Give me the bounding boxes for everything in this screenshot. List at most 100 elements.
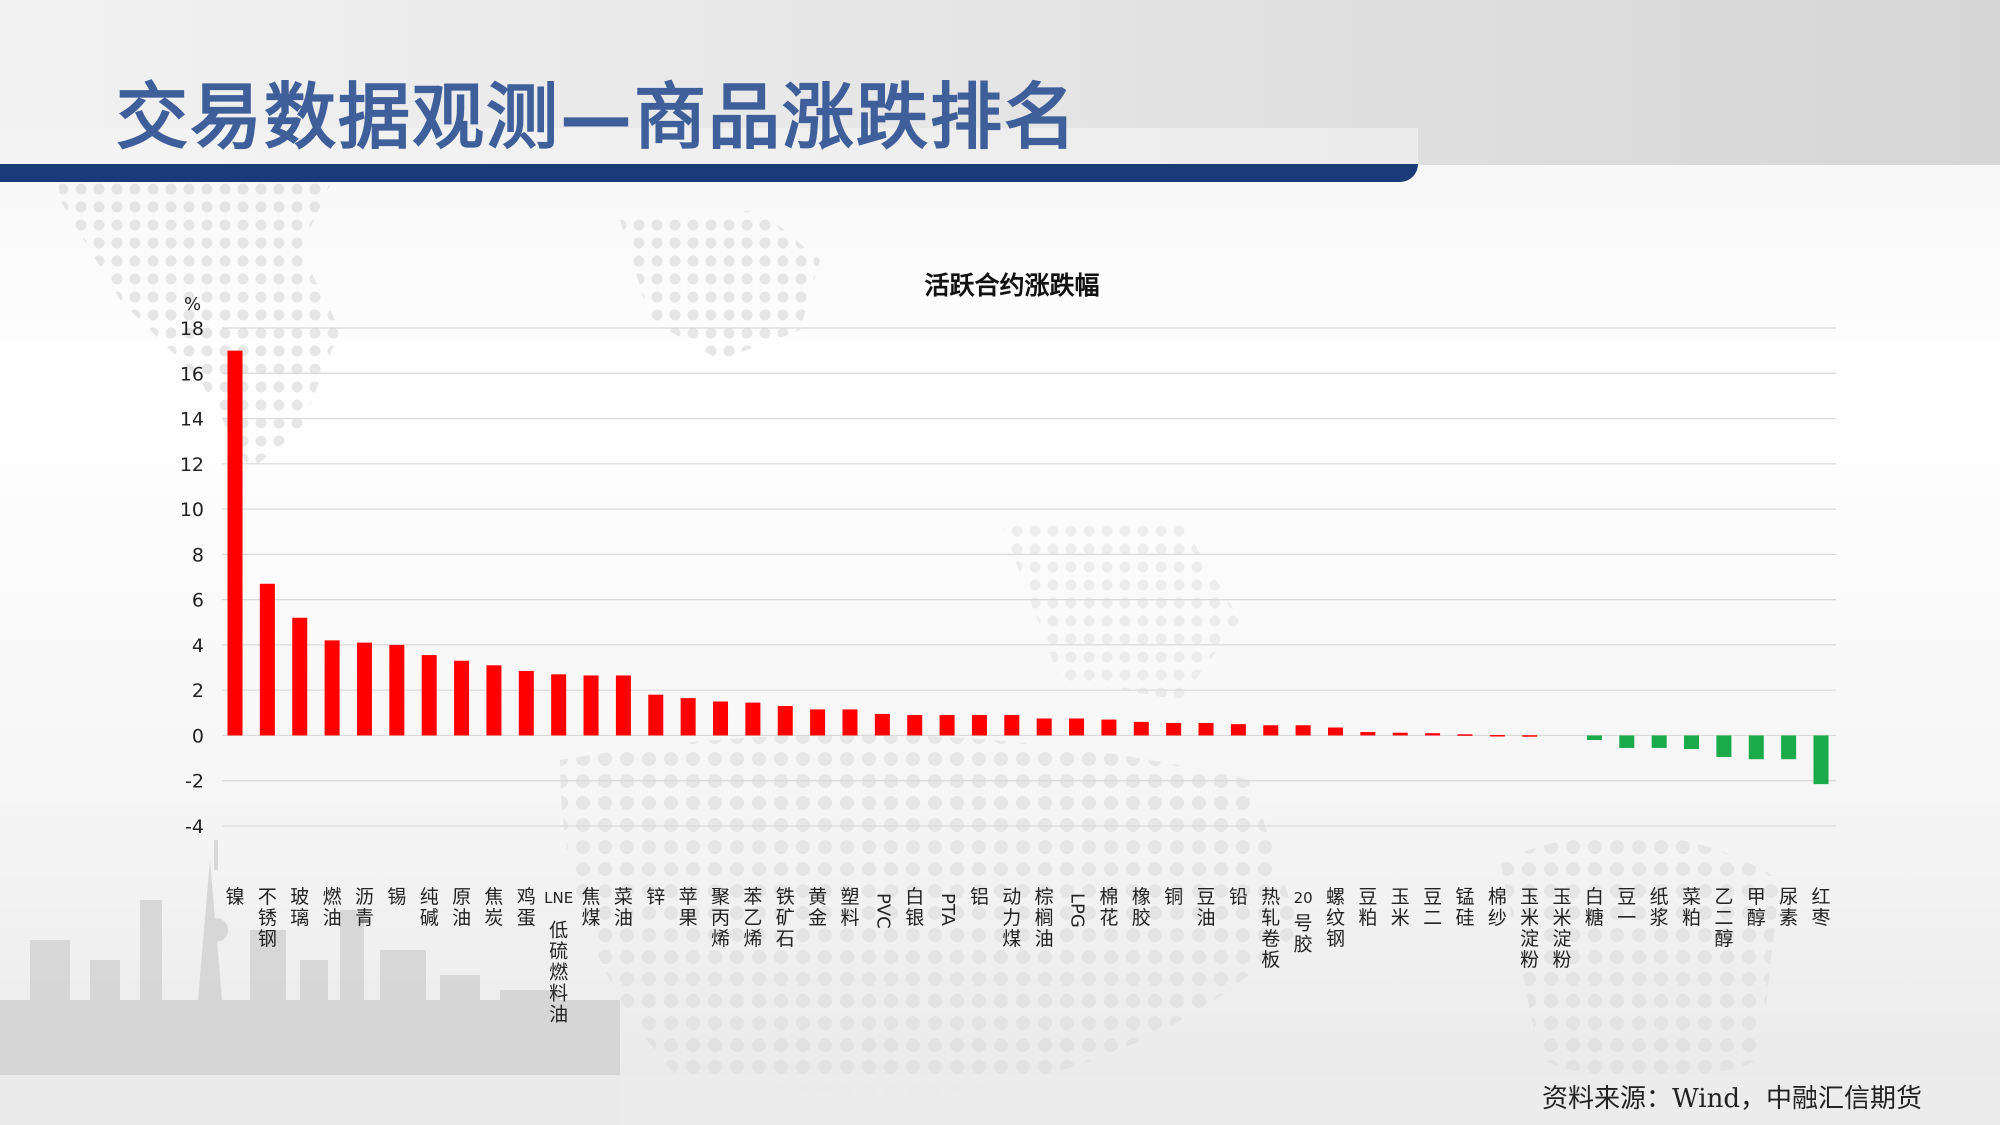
footer-band (0, 1075, 2000, 1125)
page-title: 交易数据观测—商品涨跌排名 (116, 75, 1079, 159)
x-tick-label: 豆粕 (1358, 886, 1377, 929)
bar-46 (1716, 735, 1732, 757)
bar-31 (1230, 724, 1246, 736)
svg-text:玉米: 玉米 (1391, 886, 1410, 929)
bar-23 (971, 715, 987, 736)
bar-42 (1586, 735, 1602, 740)
bar-5 (389, 644, 405, 736)
bar-44 (1651, 735, 1667, 748)
x-axis-labels: 镍不锈钢玻璃燃油沥青锡 纯碱原油焦炭鸡蛋 LNE 低硫燃料油焦煤菜油锌 苹果聚丙烯苯乙烯… (225, 886, 1830, 1025)
x-tick-label: 20 号胶 (1294, 889, 1313, 955)
bar-35 (1360, 732, 1376, 736)
bar-29 (1166, 723, 1182, 736)
x-tick-label: 苯乙烯 (743, 886, 762, 950)
x-tick-label: 黄金 (808, 886, 827, 929)
svg-text:棉花: 棉花 (1099, 886, 1118, 929)
x-tick-label: 棉纱 (1488, 886, 1507, 929)
svg-text:聚丙烯: 聚丙烯 (711, 886, 730, 950)
svg-text:铝: 铝 (970, 886, 989, 908)
svg-text:锌: 锌 (646, 886, 665, 908)
x-tick-label: LNE 低硫燃料油 (544, 889, 573, 1025)
bar-27 (1101, 719, 1117, 736)
bar-36 (1392, 732, 1408, 736)
bar-0 (227, 350, 243, 736)
svg-text:锡: 锡 (387, 886, 406, 908)
y-tick-label: 12 (180, 454, 204, 476)
bar-18 (810, 709, 826, 736)
bar-45 (1684, 735, 1700, 750)
x-tick-label: 铅 (1229, 886, 1248, 908)
bar-4 (356, 642, 372, 736)
svg-text:不锈钢: 不锈钢 (258, 886, 277, 950)
x-tick-label: PTA (937, 893, 958, 926)
y-tick-label: 6 (192, 590, 204, 612)
bar-34 (1327, 727, 1343, 736)
x-tick-label: 铝 (970, 886, 989, 908)
x-tick-label: 鸡蛋 (517, 886, 536, 929)
bar-39 (1489, 735, 1505, 737)
bar-13 (648, 694, 664, 736)
bar-30 (1198, 723, 1214, 736)
bar-9 (518, 670, 534, 736)
bar-43 (1619, 735, 1635, 748)
x-tick-label: 不锈钢 (258, 886, 277, 950)
x-tick-label: 玉米 (1391, 886, 1410, 929)
svg-text:尿素: 尿素 (1779, 886, 1798, 929)
x-tick-label: 豆一 (1617, 886, 1636, 929)
svg-text:豆二: 豆二 (1423, 886, 1442, 929)
bar-28 (1133, 721, 1149, 736)
svg-text:焦煤: 焦煤 (582, 886, 601, 929)
x-tick-label: 塑料 (840, 886, 859, 929)
gridlines (222, 327, 1836, 827)
bar-15 (713, 701, 729, 736)
bar-7 (454, 660, 470, 736)
x-tick-label: 菜粕 (1682, 886, 1701, 929)
svg-text:纯碱: 纯碱 (420, 886, 439, 929)
bar-17 (777, 706, 793, 736)
bar-16 (745, 702, 761, 736)
bar-3 (324, 640, 340, 736)
svg-text:PVC: PVC (872, 893, 893, 929)
x-tick-label: 玻璃 (290, 886, 309, 929)
bar-8 (486, 665, 502, 736)
x-tick-label: 沥青 (355, 886, 374, 929)
bar-10 (551, 674, 567, 736)
x-tick-label: 棉花 (1099, 886, 1118, 929)
svg-text:白银: 白银 (905, 886, 924, 929)
x-tick-label: 燃油 (323, 886, 342, 929)
x-tick-label: 菜油 (614, 886, 633, 929)
svg-text:橡胶: 橡胶 (1132, 886, 1151, 929)
bar-25 (1036, 718, 1052, 736)
svg-text:沥青: 沥青 (355, 886, 374, 929)
x-tick-label: 焦炭 (484, 886, 503, 929)
x-tick-label: 锰硅 (1455, 886, 1474, 929)
y-tick-label: 18 (180, 318, 204, 340)
svg-text:黄金: 黄金 (808, 886, 827, 929)
y-tick-label: 0 (192, 725, 204, 747)
bar-26 (1069, 718, 1085, 736)
svg-text:动力煤: 动力煤 (1002, 886, 1021, 950)
bar-1 (259, 583, 275, 736)
svg-text:镍: 镍 (225, 886, 244, 908)
svg-text:苯乙烯: 苯乙烯 (743, 886, 762, 950)
bar-19 (842, 709, 858, 736)
x-tick-label: 铁矿石 (776, 886, 795, 950)
svg-text:原油: 原油 (452, 886, 471, 929)
svg-text:菜粕: 菜粕 (1682, 886, 1701, 929)
x-tick-label: LPG (1067, 893, 1088, 928)
svg-text:PTA: PTA (937, 893, 958, 926)
bar-33 (1295, 725, 1311, 736)
x-tick-label: 玉米淀粉 (1520, 886, 1539, 971)
svg-text:螺纹钢: 螺纹钢 (1326, 886, 1345, 950)
bar-24 (1004, 715, 1020, 736)
x-tick-label: 红枣 (1811, 886, 1830, 929)
svg-text:甲醇: 甲醇 (1747, 886, 1766, 929)
svg-text:铅: 铅 (1229, 886, 1248, 908)
svg-text:乙二醇: 乙二醇 (1714, 886, 1733, 950)
svg-text:豆粕: 豆粕 (1358, 886, 1377, 929)
svg-text:豆一: 豆一 (1617, 886, 1636, 929)
title-bar-top (0, 128, 1418, 164)
x-tick-label: 动力煤 (1002, 886, 1021, 950)
svg-text:铜: 铜 (1164, 886, 1183, 908)
